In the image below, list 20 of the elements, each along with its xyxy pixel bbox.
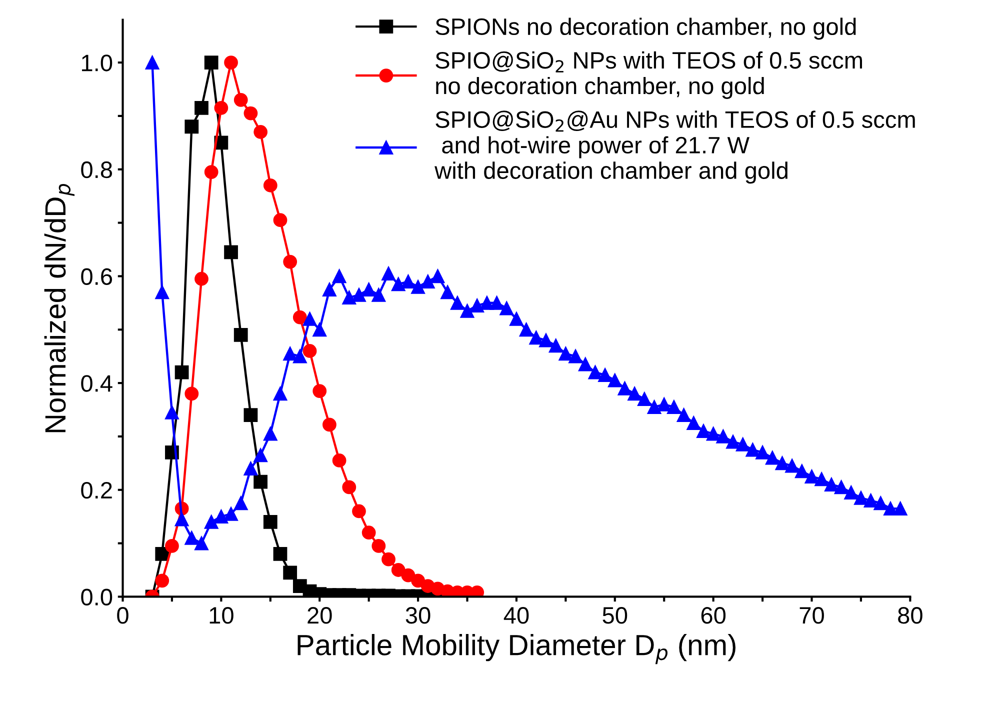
x-axis-title: Particle Mobility Diameter D$_{p}$ (nm): [298, 634, 736, 664]
y-tick-label: 0.4: [81, 375, 112, 392]
x-tick-label: 70: [800, 607, 824, 624]
x-tick-label: 20: [308, 607, 332, 624]
x-tick-label: 0: [117, 607, 128, 624]
x-tick-label: 50: [602, 607, 628, 624]
legend-label: SPIO@SiO$_{2}$@Au NPs with TEOS of 0.5 sccm and hot-wire power of 21.7 W with decoration chamber and gold: [434, 110, 915, 184]
y-tick-label: 0.6: [81, 268, 112, 285]
y-axis-title: Normalized dN/dD$_{p}$: [44, 184, 74, 432]
x-tick-label: 40: [504, 607, 529, 624]
y-tick-label: 0.0: [81, 588, 112, 606]
x-tick-label: 80: [898, 607, 922, 624]
legend-label: SPIONs no decoration chamber, no gold: [436, 18, 856, 40]
x-tick-label: 30: [406, 607, 430, 624]
legend-label: SPIO@SiO$_{2}$ NPs with TEOS of 0.5 sccm no decoration chamber, no gold: [436, 51, 862, 99]
y-tick-label: 1.0: [82, 54, 112, 72]
y-tick-label: 0.2: [81, 482, 112, 499]
x-tick-label: 10: [210, 607, 234, 624]
y-tick-label: 0.8: [81, 161, 112, 178]
x-tick-label: 60: [701, 607, 726, 624]
